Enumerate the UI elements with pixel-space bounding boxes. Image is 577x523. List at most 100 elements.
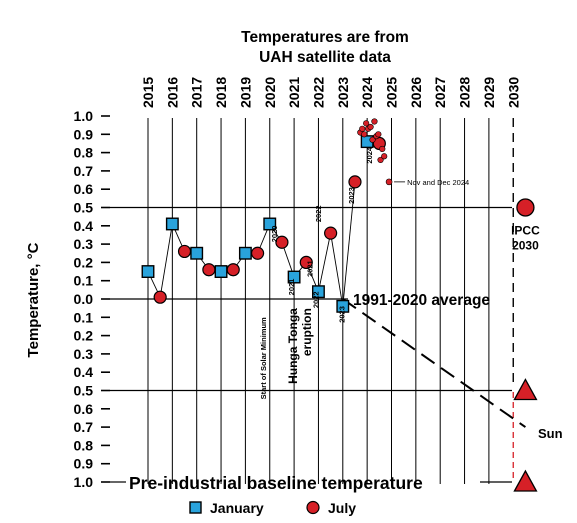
y-tick-lower-4: 0.5 — [74, 383, 94, 399]
january-point-3 — [214, 265, 228, 278]
july-point-3 — [226, 263, 240, 277]
sun-triangle-0 — [513, 378, 538, 401]
trend-line-dashed — [342, 298, 526, 428]
y-tick-bottom: 1.0 — [74, 474, 94, 490]
year-label-2023: 2023 — [335, 77, 351, 108]
annotations: Nov and Dec 2024 IPCC 2030 Sun Start of … — [259, 146, 563, 441]
monthly-2024-point-12 — [381, 153, 388, 160]
y-axis-label: Temperature, °C — [25, 242, 42, 357]
point-year-label-5: 2023 — [338, 306, 347, 323]
point-year-label-6: 2023 — [347, 187, 356, 204]
path-segment-15 — [330, 233, 344, 307]
monthly-2024-point-2 — [361, 131, 368, 138]
july-point-0 — [153, 290, 167, 304]
reference-lines: 1991-2020 average Pre-industrial baseline… — [110, 206, 512, 493]
point-year-label-7: 2024 — [365, 146, 374, 164]
title-line-2: UAH satellite data — [259, 49, 391, 66]
year-label-2028: 2028 — [457, 77, 473, 108]
point-year-label-1: 2021 — [287, 279, 296, 296]
y-tick-upper-9: 0.1 — [74, 273, 94, 289]
year-label-2016: 2016 — [164, 77, 180, 108]
y-tick-upper-5: 0.5 — [74, 200, 94, 216]
january-point-2 — [190, 246, 204, 260]
y-tick-upper-3: 0.7 — [74, 163, 94, 179]
january-point-7 — [312, 285, 325, 299]
title-line-1: Temperatures are from — [241, 29, 409, 46]
path-segment-14 — [318, 233, 332, 292]
y-tick-upper-7: 0.3 — [74, 236, 94, 252]
year-label-2022: 2022 — [310, 77, 326, 108]
year-label-2018: 2018 — [213, 77, 229, 108]
hunga-tonga-label-line-2: eruption — [300, 308, 314, 356]
chart-title: Temperatures are from UAH satellite data — [241, 29, 409, 66]
monthly-2024-point-5 — [367, 123, 374, 131]
july-point-4 — [250, 246, 265, 260]
january-point-1 — [165, 217, 179, 231]
legend-july-swatch — [306, 500, 320, 515]
hunga-tonga-label-line-1: Hunga Tonga — [286, 308, 300, 384]
y-tick-lower-1: 0.2 — [74, 328, 94, 344]
y-tick-upper-8: 0.2 — [74, 254, 94, 270]
year-label-2024: 2024 — [359, 77, 375, 108]
solar-minimum-label: Start of Solar Minimum — [259, 317, 268, 399]
july-point-1 — [177, 244, 192, 259]
year-label-2027: 2027 — [432, 77, 448, 108]
y-tick-lower-6: 0.7 — [74, 419, 94, 435]
y-axis-ticks: 1.0 0.9 0.8 0.7 0.6 0.5 0.4 0.3 0.2 0.1 0.0 0.1 0.2 0… — [74, 108, 110, 490]
reference-line-label-3: Pre-industrial baseline temperature — [129, 473, 423, 493]
point-year-label-2: 2021 — [305, 260, 314, 277]
nov-dec-2024-point — [385, 178, 393, 186]
monthly-2024-point-10 — [377, 156, 384, 164]
legend: January July — [189, 500, 356, 516]
y-tick-upper-4: 0.6 — [74, 181, 94, 197]
year-label-2030: 2030 — [505, 77, 521, 108]
year-label-2020: 2020 — [262, 77, 278, 108]
legend-july-label: July — [328, 500, 356, 516]
point-year-label-0: 2020 — [270, 226, 279, 243]
y-tick-lower-2: 0.3 — [74, 346, 94, 362]
year-label-2025: 2025 — [384, 77, 400, 108]
year-label-2026: 2026 — [408, 77, 424, 108]
point-year-label-4: 2022 — [311, 291, 320, 308]
monthly-2024-point-11 — [379, 145, 386, 153]
ipcc-2030-point — [516, 198, 535, 217]
y-tick-lower-0: 0.1 — [74, 309, 94, 325]
y-tick-upper-2: 0.8 — [74, 145, 94, 161]
monthly-2024-point-7 — [371, 118, 378, 125]
monthly-2024-point-9 — [375, 131, 382, 138]
january-point-5 — [263, 217, 277, 231]
january-point-6 — [287, 270, 301, 284]
y-tick-upper-0: 1.0 — [74, 108, 94, 124]
july-point-7 — [324, 226, 338, 240]
y-tick-lower-5: 0.6 — [74, 401, 94, 417]
y-tick-upper-10: 0.0 — [74, 291, 94, 307]
july-point-2 — [202, 263, 216, 277]
path-segment-16 — [342, 181, 356, 307]
y-tick-lower-3: 0.4 — [74, 364, 94, 380]
january-point-0 — [141, 265, 155, 278]
july-point-5 — [275, 235, 289, 249]
ipcc-label-line-2: 2030 — [512, 239, 539, 253]
y-tick-upper-6: 0.4 — [74, 218, 94, 234]
sun-label: Sun — [538, 426, 563, 441]
ipcc-label-line-1: IPCC — [511, 224, 540, 238]
year-label-2021: 2021 — [286, 77, 302, 108]
x-axis-year-labels: 2015 2016 2017 2018 2019 2020 2021 2022 2023 2024… — [140, 77, 521, 108]
y-tick-lower-8: 0.9 — [74, 456, 94, 472]
monthly-2024-point-3 — [363, 120, 370, 127]
y-tick-upper-1: 0.9 — [74, 126, 94, 142]
year-label-2015: 2015 — [140, 77, 156, 108]
monthly-2024-point-1 — [359, 125, 366, 132]
reference-line-label-1: 1991-2020 average — [353, 292, 490, 309]
point-year-label-3: 2022 — [314, 205, 323, 222]
monthly-2024-point-6 — [369, 136, 376, 143]
path-segment-1 — [159, 223, 173, 298]
legend-january-swatch — [189, 501, 202, 514]
sun-triangle-1 — [513, 469, 538, 492]
grid — [147, 118, 514, 484]
y-tick-lower-7: 0.8 — [74, 437, 94, 453]
july-point-8 — [348, 175, 362, 189]
january-point-4 — [238, 246, 252, 260]
year-label-2029: 2029 — [481, 77, 497, 108]
